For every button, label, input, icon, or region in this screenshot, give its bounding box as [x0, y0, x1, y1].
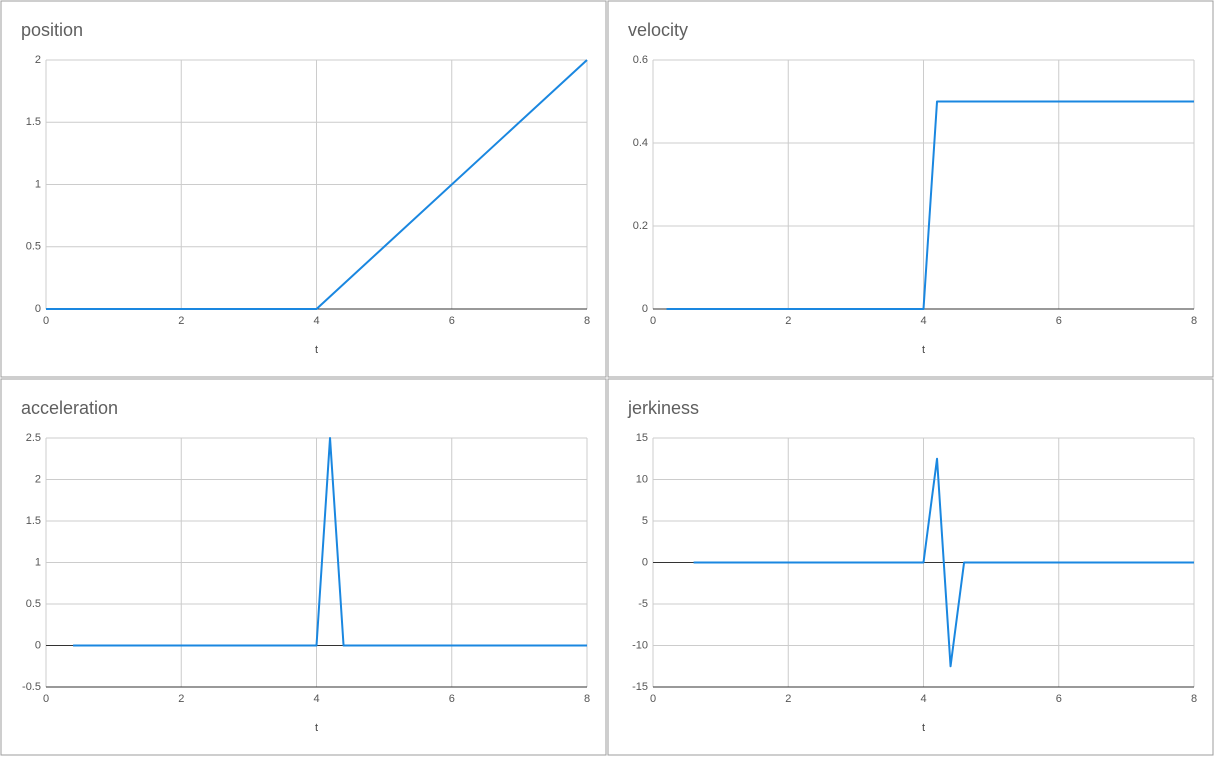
y-tick-label: -15 [632, 681, 648, 693]
y-tick-label: 1.5 [26, 515, 41, 527]
x-tick-label: 8 [1191, 693, 1197, 705]
x-tick-label: 8 [584, 693, 590, 705]
chart-title: acceleration [21, 398, 118, 418]
y-tick-label: 2 [35, 473, 41, 485]
y-tick-label: 0.5 [26, 598, 41, 610]
x-axis-label: t [922, 722, 925, 734]
data-line [73, 437, 587, 647]
x-tick-label: 4 [920, 693, 926, 705]
y-tick-label: 0.2 [633, 220, 648, 232]
panel-border [607, 0, 1214, 378]
data-line [46, 59, 588, 310]
chart-panel: jerkiness 0 2 4 6 8 -15 -10 -5 0 5 10 15 t [607, 378, 1214, 756]
y-tick-label: -5 [638, 598, 648, 610]
data-line [666, 100, 1194, 310]
panel-border [0, 378, 607, 756]
x-tick-label: 2 [178, 693, 184, 705]
x-tick-label: 2 [178, 315, 184, 327]
chart-title: jerkiness [627, 398, 699, 418]
x-tick-label: 2 [785, 693, 791, 705]
y-tick-label: 0 [35, 639, 41, 651]
chart-panel: position 0 2 4 6 8 0 0.5 1 1.5 2 t [0, 0, 607, 378]
chart-title: velocity [628, 20, 688, 40]
y-tick-label: 0 [35, 303, 41, 315]
x-tick-label: 8 [584, 315, 590, 327]
y-tick-label: 10 [636, 473, 648, 485]
data-line [693, 457, 1194, 668]
x-tick-label: 8 [1191, 315, 1197, 327]
x-tick-label: 4 [313, 693, 319, 705]
y-tick-label: 0.6 [633, 54, 648, 66]
x-axis-label: t [922, 344, 925, 356]
x-tick-label: 4 [920, 315, 926, 327]
x-tick-label: 4 [313, 315, 319, 327]
y-tick-label: 2.5 [26, 432, 41, 444]
x-tick-label: 6 [1056, 693, 1062, 705]
x-tick-label: 6 [449, 693, 455, 705]
chart-title: position [21, 20, 83, 40]
x-axis-label: t [315, 344, 318, 356]
x-axis-label: t [315, 722, 318, 734]
y-tick-label: 2 [35, 54, 41, 66]
y-tick-label: 1.5 [26, 116, 41, 128]
x-tick-label: 0 [650, 693, 656, 705]
x-tick-label: 0 [43, 693, 49, 705]
y-tick-label: 0 [642, 303, 648, 315]
y-tick-label: 0.4 [633, 137, 648, 149]
panel-border [607, 378, 1214, 756]
y-tick-label: 1 [35, 178, 41, 190]
x-tick-label: 6 [1056, 315, 1062, 327]
y-tick-label: 5 [642, 515, 648, 527]
x-tick-label: 0 [43, 315, 49, 327]
x-tick-label: 6 [449, 315, 455, 327]
y-tick-label: -10 [632, 639, 648, 651]
y-tick-label: 15 [636, 432, 648, 444]
panel-border [0, 0, 607, 378]
x-tick-label: 2 [785, 315, 791, 327]
y-tick-label: 1 [35, 556, 41, 568]
chart-panel: velocity 0 2 4 6 8 0 0.2 0.4 0.6 t [607, 0, 1214, 378]
y-tick-label: 0.5 [26, 241, 41, 253]
y-tick-label: -0.5 [22, 681, 41, 693]
y-tick-label: 0 [642, 556, 648, 568]
x-tick-label: 0 [650, 315, 656, 327]
